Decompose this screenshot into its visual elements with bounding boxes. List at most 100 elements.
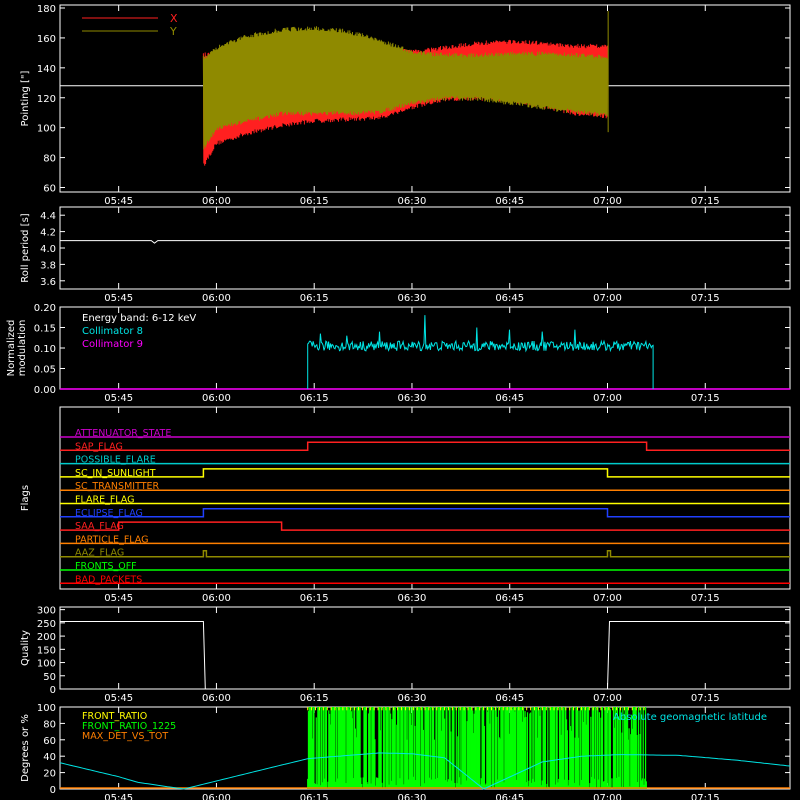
time-tick-label: 06:30 [398, 593, 427, 604]
time-tick-label: 06:30 [398, 393, 427, 404]
y-tick-label: 4.0 [40, 244, 56, 255]
flag-label-particle-flag: PARTICLE_FLAG [75, 534, 148, 545]
time-tick-label: 06:15 [300, 196, 329, 207]
ratios-ylabel: Degrees or % [20, 714, 31, 782]
y-tick-label: 120 [37, 94, 56, 105]
time-tick-label: 06:45 [495, 393, 524, 404]
time-tick-label: 05:45 [104, 393, 133, 404]
time-tick-label: 06:30 [398, 693, 427, 704]
quality-line [60, 621, 790, 690]
time-tick-label: 06:45 [495, 593, 524, 604]
time-tick-label: 06:00 [202, 793, 231, 800]
y-tick-label: 250 [37, 619, 56, 630]
time-tick-label: 06:45 [495, 793, 524, 800]
time-tick-label: 07:00 [593, 393, 622, 404]
legend-label-max-det-vs-tot: MAX_DET_VS_TOT [82, 731, 168, 742]
legend-label-collimator-9: Collimator 9 [82, 339, 143, 350]
y-tick-label: 4.2 [40, 228, 56, 239]
time-tick-label: 06:00 [202, 293, 231, 304]
flag-label-possible-flare: POSSIBLE_FLARE [75, 455, 156, 466]
pointing-series-y [202, 26, 608, 150]
time-tick-label: 06:00 [202, 393, 231, 404]
flag-label-sc-in-sunlight: SC_IN_SUNLIGHT [75, 468, 156, 479]
y-tick-label: 0 [50, 785, 56, 796]
time-tick-label: 07:15 [691, 693, 720, 704]
y-tick-label: 100 [37, 659, 56, 670]
time-tick-label: 06:45 [495, 293, 524, 304]
flag-label-flare-flag: FLARE_FLAG [75, 495, 135, 506]
pointing-frame [59, 4, 791, 193]
y-tick-label: 0.00 [34, 385, 56, 396]
time-tick-label: 07:00 [593, 693, 622, 704]
y-tick-label: 0.05 [34, 365, 56, 376]
geomagnetic-latitude-label: Absolute geomagnetic latitude [613, 712, 767, 723]
legend-label-y: Y [169, 25, 177, 38]
flag-line-aaz-flag [60, 549, 790, 558]
y-tick-label: 300 [37, 606, 56, 617]
modulation-ylabel: modulation [17, 320, 28, 377]
legend-label-front-ratio: FRONT_RATIO [82, 711, 147, 722]
roll-ylabel: Roll period [s] [20, 213, 31, 282]
geomagnetic-latitude-line [59, 752, 791, 790]
y-tick-label: 160 [37, 34, 56, 45]
time-tick-label: 06:00 [202, 593, 231, 604]
y-tick-label: 0.10 [34, 344, 56, 355]
time-tick-label: 06:00 [202, 196, 231, 207]
y-tick-label: 0.15 [34, 324, 56, 335]
time-tick-label: 07:15 [691, 293, 720, 304]
y-tick-label: 180 [37, 4, 56, 15]
modulation-ylabel: Normalized [6, 320, 17, 377]
time-tick-label: 07:00 [593, 793, 622, 800]
front-ratio-1225-bars [307, 707, 647, 789]
time-tick-label: 05:45 [104, 793, 133, 800]
flag-label-eclipse-flag: ECLIPSE_FLAG [75, 508, 143, 519]
y-tick-label: 3.8 [40, 260, 56, 271]
time-tick-label: 06:30 [398, 793, 427, 800]
flags-frame [59, 406, 791, 590]
quality-panel: 05:45 06:00 06:15 06:30 06:45 07:00 07:15 0 50 10… [20, 606, 791, 704]
time-tick-label: 06:45 [495, 693, 524, 704]
y-tick-label: 100 [37, 703, 56, 714]
time-tick-label: 05:45 [104, 196, 133, 207]
y-tick-label: 140 [37, 64, 56, 75]
y-tick-label: 20 [43, 769, 56, 780]
flag-line-sc-in-sunlight [60, 468, 790, 478]
y-tick-label: 60 [43, 736, 56, 747]
pointing-panel: 05:45 06:00 06:15 06:30 06:45 07:00 07:15 60 80 1… [20, 4, 791, 207]
time-tick-label: 05:45 [104, 593, 133, 604]
roll-panel: 05:45 06:00 06:15 06:30 06:45 07:00 07:15 3.6 3.… [20, 206, 791, 304]
front-ratio-marks [307, 707, 645, 711]
y-tick-label: 0 [50, 685, 56, 696]
time-tick-label: 06:15 [300, 393, 329, 404]
y-tick-label: 200 [37, 632, 56, 643]
roll-period-line [60, 240, 790, 244]
quality-ylabel: Quality [20, 630, 31, 666]
y-tick-label: 3.6 [40, 277, 56, 288]
flag-label-saa-flag: SAA_FLAG [75, 521, 124, 532]
flag-line-eclipse-flag [60, 508, 790, 518]
legend-label-front-ratio-1225: FRONT_RATIO_1225 [82, 721, 176, 732]
time-tick-label: 07:15 [691, 793, 720, 800]
ratios-panel: 05:45 06:00 06:15 06:30 06:45 07:00 07:15 0 20 40… [20, 703, 791, 800]
flag-line-sap-flag [60, 441, 790, 452]
time-tick-label: 06:45 [495, 196, 524, 207]
y-tick-label: 100 [37, 124, 56, 135]
collimator-8-line [307, 315, 654, 389]
y-tick-label: 80 [43, 719, 56, 730]
y-tick-label: 40 [43, 752, 56, 763]
time-tick-label: 07:15 [691, 593, 720, 604]
flags-panel: 05:45 06:00 06:15 06:30 06:45 07:00 07:15 Flags… [20, 406, 791, 604]
time-tick-label: 06:30 [398, 196, 427, 207]
time-tick-label: 06:15 [300, 793, 329, 800]
time-tick-label: 06:00 [202, 693, 231, 704]
flag-label-fronts-off: FRONTS_OFF [75, 561, 137, 572]
time-tick-label: 07:00 [593, 593, 622, 604]
time-tick-label: 06:15 [300, 593, 329, 604]
time-tick-label: 05:45 [104, 293, 133, 304]
time-tick-label: 07:00 [593, 293, 622, 304]
energy-band-label: Energy band: 6-12 keV [82, 313, 196, 324]
flags-ylabel: Flags [20, 485, 31, 511]
y-tick-label: 150 [37, 645, 56, 656]
flag-label-aaz-flag: AAZ_FLAG [75, 548, 124, 559]
